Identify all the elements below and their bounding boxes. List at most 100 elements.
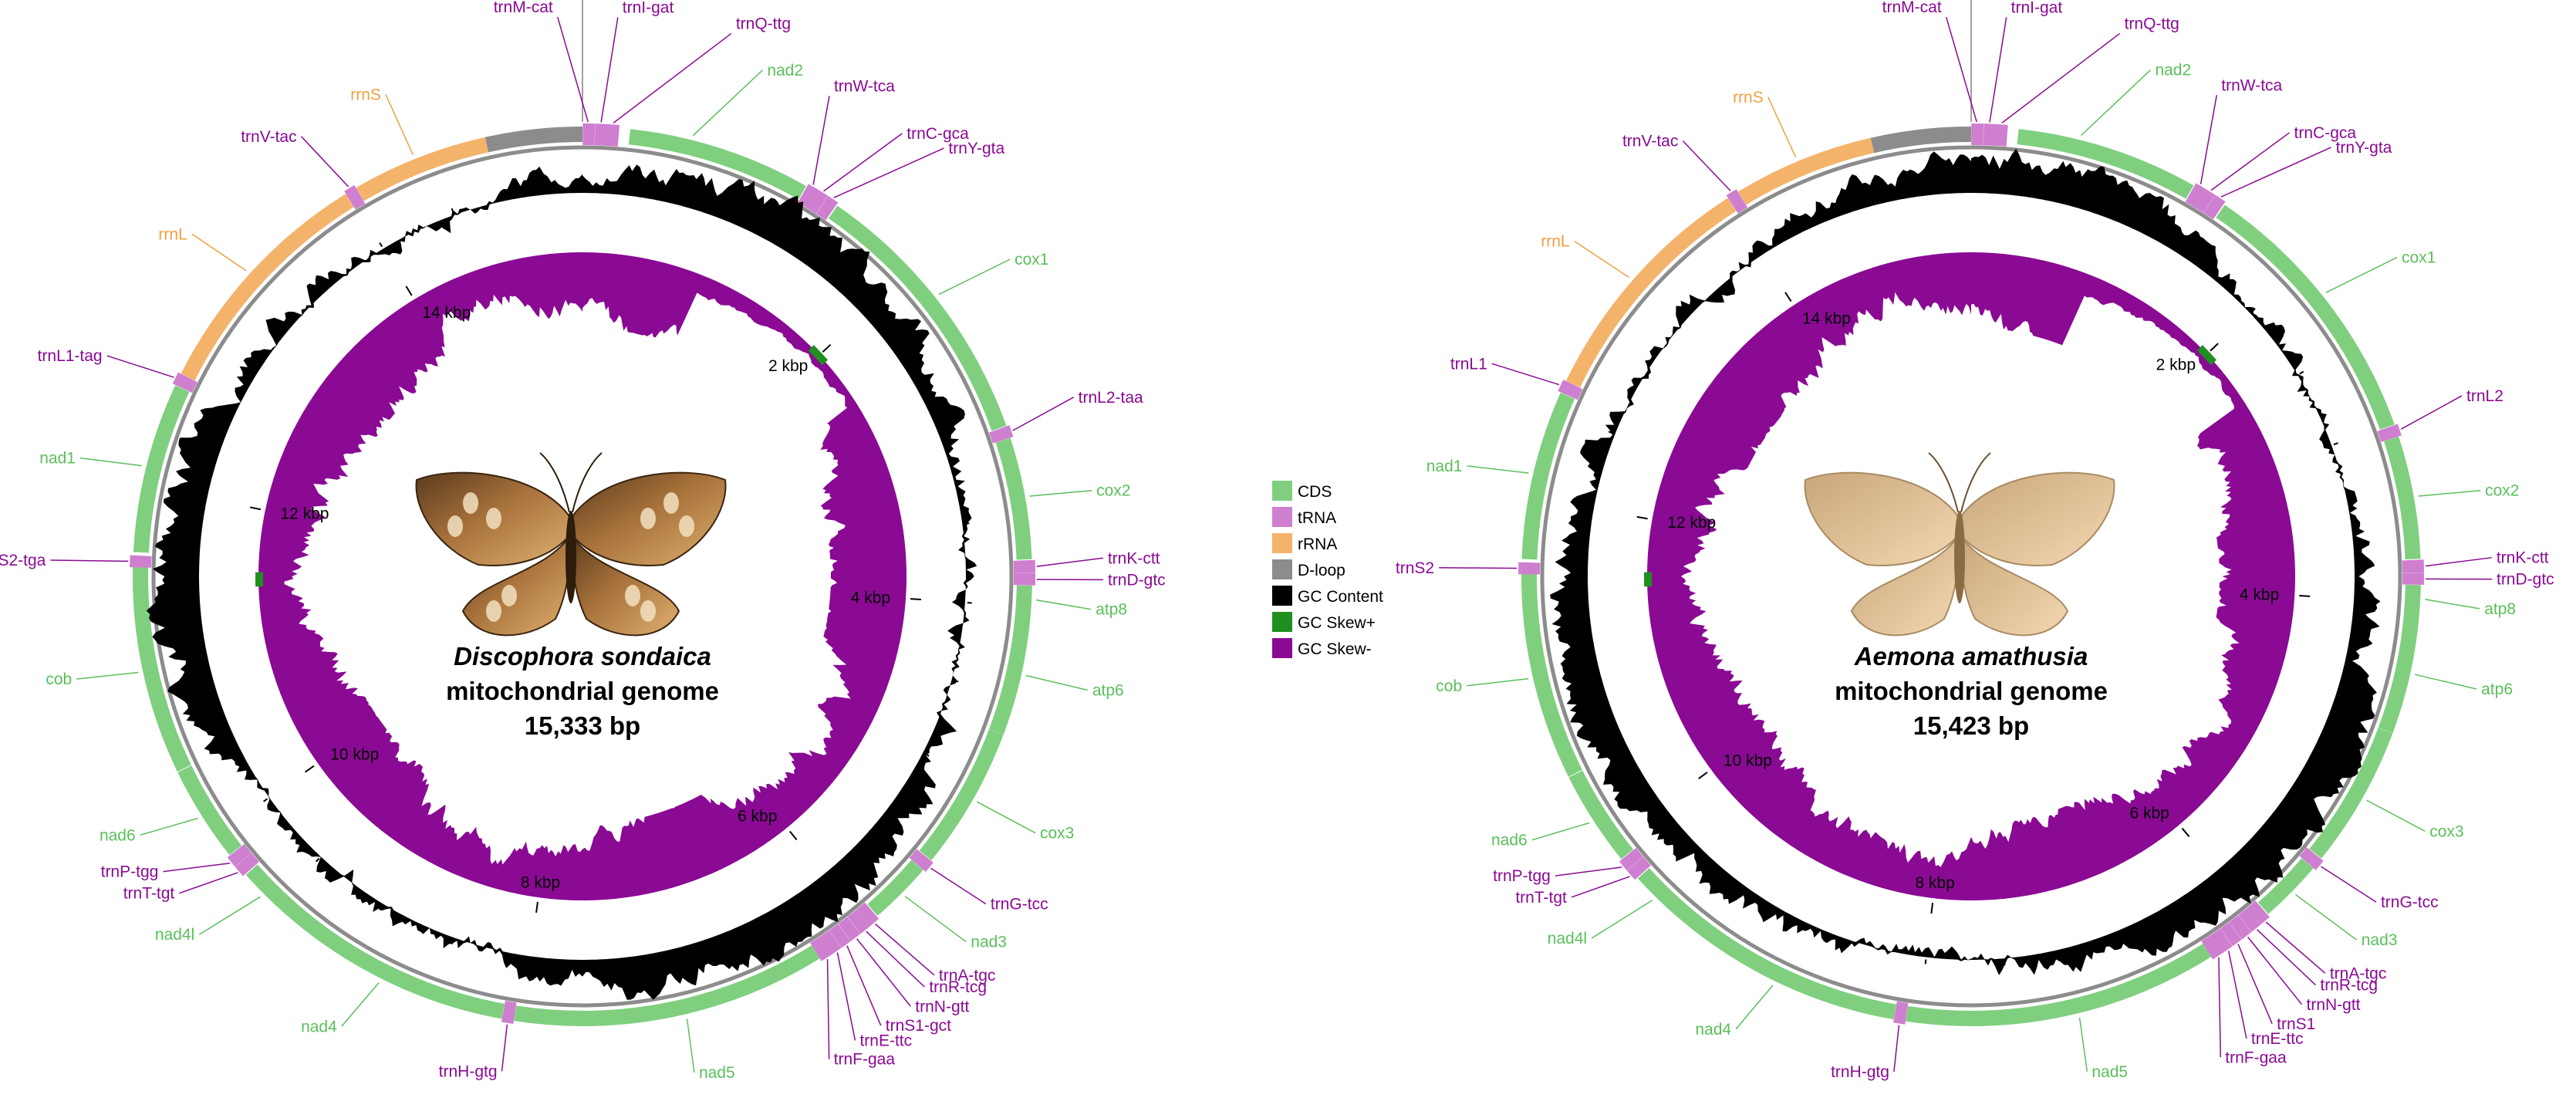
label-leader-trnq-ttg bbox=[613, 32, 732, 123]
feature-trni-gat bbox=[594, 123, 608, 146]
svg-text:GC Skew+: GC Skew+ bbox=[1298, 614, 1376, 632]
label-leader-trne-ttc bbox=[836, 952, 856, 1041]
label-trna-tgc: trnA-tgc bbox=[2330, 964, 2387, 982]
gc-skew-positive-patch bbox=[255, 572, 264, 587]
label-trnq-ttg: trnQ-ttg bbox=[736, 15, 791, 32]
feature-rrnl bbox=[181, 194, 354, 381]
minor-tick bbox=[1616, 738, 1622, 742]
label-trny-gta: trnY-gta bbox=[948, 140, 1004, 157]
label-leader-cox1 bbox=[938, 258, 1011, 296]
kbp-label: 14 kbp bbox=[1802, 309, 1851, 327]
label-leader-trns2-tga bbox=[50, 559, 129, 562]
feature-rrns bbox=[1737, 137, 1875, 205]
label-leader-trnl1 bbox=[1491, 363, 1560, 386]
label-atp8: atp8 bbox=[1096, 601, 1127, 619]
feature-cob bbox=[133, 566, 191, 772]
minor-tick bbox=[2004, 961, 2006, 966]
kbp-tick bbox=[2181, 827, 2190, 837]
label-nad2: nad2 bbox=[2155, 62, 2191, 79]
feature-trnq-ttg bbox=[1994, 123, 2008, 147]
feature-nad1 bbox=[133, 385, 190, 553]
minor-tick bbox=[263, 798, 268, 802]
feature-nad5 bbox=[1906, 944, 2212, 1026]
label-leader-trnp-tgg bbox=[163, 862, 231, 873]
label-trnm-cat: trnM-cat bbox=[1882, 0, 1942, 16]
label-leader-trnf-gaa bbox=[2218, 957, 2222, 1058]
feature-trnc-gca bbox=[806, 189, 828, 214]
label-leader-cox2 bbox=[1029, 489, 1092, 497]
minor-tick bbox=[924, 753, 930, 757]
feature-trni-gat bbox=[1983, 123, 1997, 146]
label-nad4l: nad4l bbox=[155, 926, 194, 944]
label-trnw-tca: trnW-tca bbox=[2221, 76, 2282, 94]
label-leader-trnl2-taa bbox=[1012, 397, 1075, 431]
kbp-label: 6 kbp bbox=[738, 807, 777, 825]
label-leader-nad3 bbox=[904, 896, 967, 943]
kbp-label: 10 kbp bbox=[330, 746, 379, 764]
label-nad1: nad1 bbox=[39, 450, 76, 468]
svg-text:GC Content: GC Content bbox=[1298, 588, 1383, 606]
label-trnm-cat: trnM-cat bbox=[494, 0, 553, 16]
kbp-label: 14 kbp bbox=[422, 304, 471, 322]
label-nad6: nad6 bbox=[1491, 832, 1528, 849]
label-trnv-tac: trnV-tac bbox=[241, 128, 296, 146]
label-nad2: nad2 bbox=[767, 62, 803, 79]
label-trne-ttc: trnE-ttc bbox=[859, 1032, 912, 1050]
feature-trnd-gtc bbox=[1013, 573, 1035, 586]
feature-trns2-tga bbox=[130, 555, 152, 568]
label-leader-nad5 bbox=[2078, 1017, 2088, 1072]
label-cob: cob bbox=[1436, 677, 1462, 695]
minor-tick bbox=[1756, 249, 1761, 255]
feature-cox3 bbox=[2309, 728, 2393, 859]
kbp-tick bbox=[1930, 902, 1934, 914]
label-leader-trnv-tac bbox=[1682, 140, 1731, 191]
butterfly-illustration bbox=[415, 452, 727, 637]
feature-trne-ttc bbox=[819, 930, 842, 955]
kbp-label: 4 kbp bbox=[2240, 586, 2279, 603]
label-leader-trna-tgc bbox=[875, 923, 935, 976]
label-leader-nad3 bbox=[2295, 893, 2358, 941]
label-trns2: trnS2 bbox=[1396, 559, 1434, 577]
minor-tick bbox=[911, 373, 917, 377]
legend-item-dloop: D-loop bbox=[1272, 559, 1345, 579]
minor-tick bbox=[315, 857, 320, 863]
feature-nad4 bbox=[1674, 903, 1896, 1020]
label-rrnl: rrnL bbox=[1541, 232, 1569, 250]
svg-text:CDS: CDS bbox=[1298, 483, 1332, 501]
legend-item-gc-skew-positive: GC Skew+ bbox=[1272, 612, 1376, 632]
feature-trnw-tca bbox=[2185, 183, 2206, 208]
label-cox2: cox2 bbox=[2485, 482, 2519, 500]
label-leader-trnn-gtt bbox=[856, 938, 911, 1007]
feature-trnc-gca bbox=[2193, 188, 2216, 214]
label-rrns: rrnS bbox=[350, 86, 381, 103]
minor-tick bbox=[2080, 945, 2084, 951]
kbp-tick bbox=[405, 285, 413, 296]
label-cox3: cox3 bbox=[2429, 822, 2463, 840]
label-rrns: rrnS bbox=[1733, 89, 1764, 106]
feature-trnl1 bbox=[1558, 380, 1583, 400]
minor-tick bbox=[2192, 255, 2196, 262]
label-leader-trny-gta bbox=[2220, 147, 2331, 198]
label-leader-atp8 bbox=[2425, 599, 2480, 610]
feature-cox1 bbox=[2216, 204, 2395, 430]
feature-nad4l bbox=[1638, 868, 1686, 916]
kbp-label: 12 kbp bbox=[280, 505, 329, 523]
kbp-tick bbox=[250, 506, 262, 511]
feature-trnn-gtt bbox=[838, 917, 861, 941]
feature-trnk-ctt bbox=[1013, 559, 1035, 573]
label-trnl2-taa: trnL2-taa bbox=[1079, 389, 1143, 407]
kbp-tick bbox=[535, 901, 538, 914]
label-leader-nad6 bbox=[1531, 822, 1590, 841]
kbp-tick bbox=[910, 598, 922, 601]
feature-cob bbox=[1521, 573, 1582, 777]
label-leader-trnw-tca bbox=[2200, 95, 2218, 184]
label-trnf-gaa: trnF-gaa bbox=[834, 1051, 896, 1069]
feature-trnv-tac bbox=[1726, 189, 1748, 214]
label-leader-rrnl bbox=[1574, 240, 1629, 279]
feature-nad4l bbox=[245, 864, 294, 913]
label-trnh-gtg: trnH-gtg bbox=[1831, 1063, 1889, 1081]
minor-tick bbox=[1847, 942, 1851, 947]
kbp-tick bbox=[822, 343, 832, 353]
minor-tick bbox=[881, 819, 886, 824]
feature-trns1-gct bbox=[829, 924, 851, 948]
